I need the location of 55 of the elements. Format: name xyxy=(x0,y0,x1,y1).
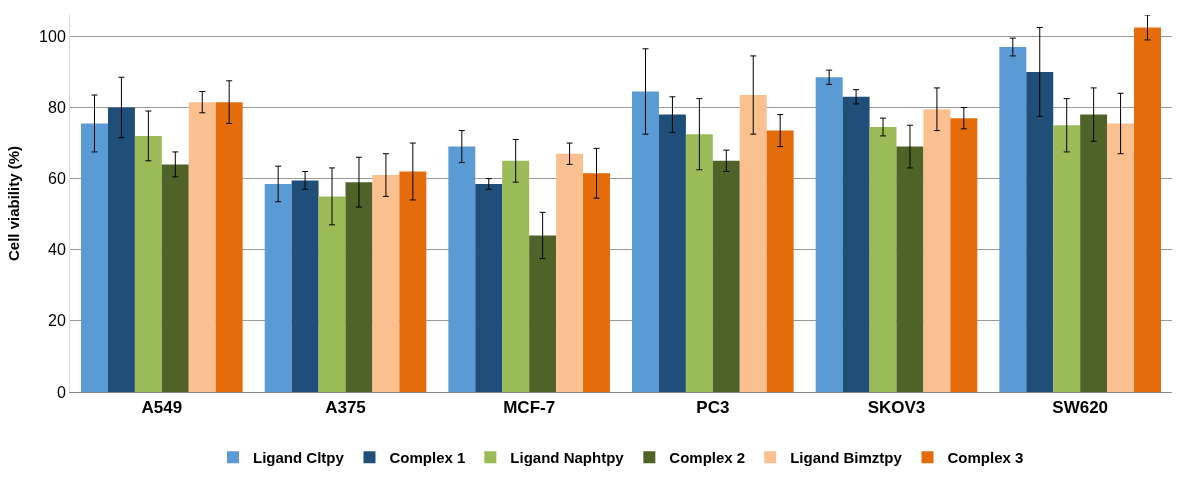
y-tick-label: 60 xyxy=(48,170,66,188)
bar xyxy=(999,47,1027,392)
bar xyxy=(264,183,292,392)
x-tick-label: A549 xyxy=(141,398,183,418)
bar xyxy=(950,118,978,392)
bar xyxy=(869,127,897,392)
x-tick-label: A375 xyxy=(325,398,366,418)
legend-label: Ligand Bimztpy xyxy=(790,449,903,467)
y-tick-label: 20 xyxy=(48,312,66,330)
x-tick-label: SKOV3 xyxy=(867,398,926,418)
y-tick-label: 40 xyxy=(48,241,66,259)
bar xyxy=(188,102,216,392)
bar xyxy=(815,77,843,392)
y-axis-title: Cell viability (%) xyxy=(5,145,23,262)
y-tick-label: 100 xyxy=(39,27,66,45)
bar xyxy=(1134,27,1161,392)
bar xyxy=(842,96,870,392)
bar xyxy=(448,146,476,392)
y-tick-label: 0 xyxy=(56,383,66,401)
legend-label: Ligand Naphtpy xyxy=(510,449,625,467)
bar xyxy=(399,171,427,392)
bar xyxy=(372,175,400,392)
bar xyxy=(107,107,135,392)
bar xyxy=(318,196,346,392)
x-tick-label: MCF-7 xyxy=(503,398,556,418)
y-tick-label: 80 xyxy=(48,99,66,117)
bar xyxy=(632,91,659,392)
bar xyxy=(712,160,740,392)
bar xyxy=(291,180,319,392)
bar xyxy=(739,95,767,392)
legend-label: Complex 2 xyxy=(669,449,746,467)
bar xyxy=(215,102,243,392)
bar xyxy=(583,173,610,392)
x-tick-label: SW620 xyxy=(1052,398,1109,418)
bar xyxy=(1026,71,1054,392)
bar xyxy=(766,130,794,392)
bar xyxy=(896,146,924,392)
bar xyxy=(134,135,162,392)
bar xyxy=(345,182,373,392)
bar xyxy=(685,134,713,392)
legend-label: Complex 1 xyxy=(389,449,466,467)
bar xyxy=(1107,123,1135,392)
bar xyxy=(556,153,584,392)
legend-label: Ligand Cltpy xyxy=(253,449,345,467)
bar xyxy=(161,164,189,392)
bar xyxy=(1053,125,1081,392)
bar xyxy=(658,114,686,392)
bar xyxy=(502,160,530,392)
legend-label: Complex 3 xyxy=(947,449,1024,467)
bar xyxy=(1080,114,1108,392)
bar xyxy=(81,123,108,392)
x-tick-label: PC3 xyxy=(696,398,730,418)
bar xyxy=(529,235,557,392)
bar xyxy=(475,183,503,392)
bar xyxy=(923,109,951,392)
